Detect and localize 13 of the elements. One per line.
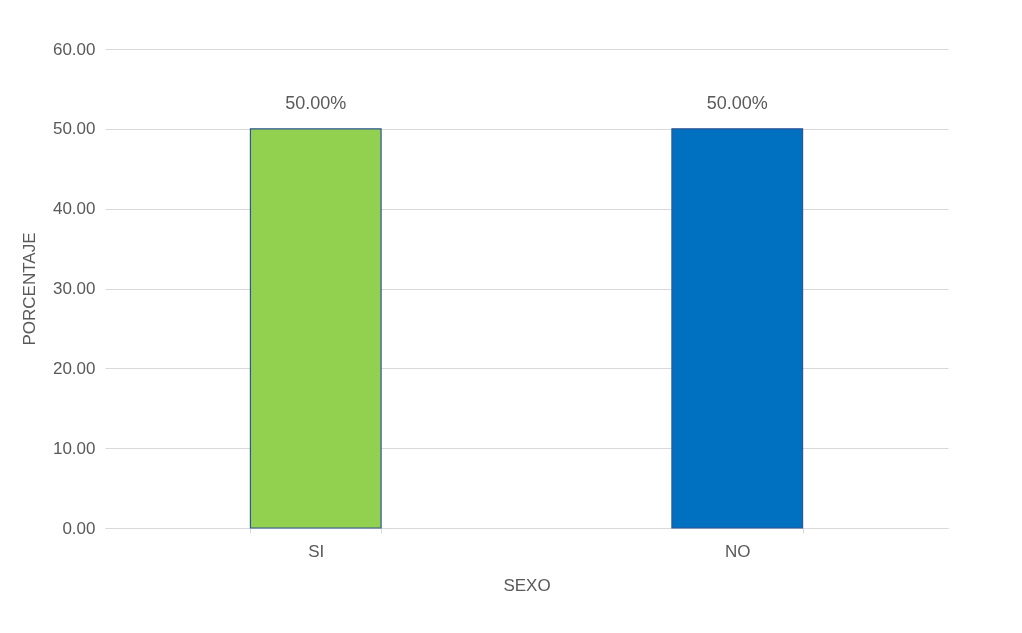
x-tick-label: NO bbox=[725, 541, 751, 561]
y-tick-label: 20.00 bbox=[52, 358, 96, 378]
data-label: 50.00% bbox=[285, 92, 347, 113]
y-tick-label: 10.00 bbox=[52, 438, 96, 458]
y-tick-label: 50.00 bbox=[52, 119, 96, 139]
y-tick-label: 30.00 bbox=[52, 279, 96, 298]
y-axis-title: PORCENTAJE bbox=[19, 232, 39, 346]
data-label: 50.00% bbox=[706, 92, 768, 113]
y-tick-label: 60.00 bbox=[52, 39, 96, 59]
x-axis-title: SEXO bbox=[503, 575, 551, 595]
x-tick-label: SI bbox=[308, 541, 325, 561]
y-tick-label: 40.00 bbox=[52, 199, 96, 219]
y-tick-label: 0.00 bbox=[62, 518, 96, 538]
